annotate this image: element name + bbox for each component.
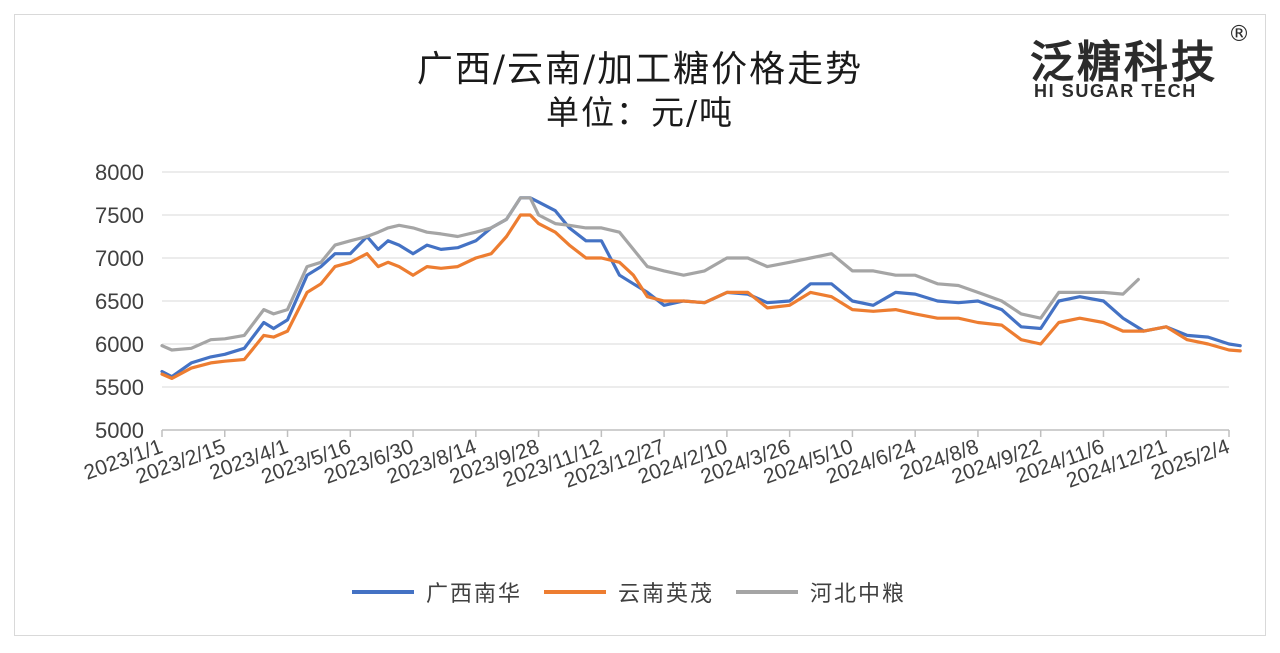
- y-tick-label: 5000: [95, 418, 144, 443]
- registered-mark-icon: ®: [1228, 22, 1250, 47]
- brand-logo: 泛糖科技 ® HI SUGAR TECH: [1030, 22, 1260, 106]
- legend-label: 广西南华: [426, 582, 523, 607]
- gridlines: [162, 171, 1229, 388]
- legend-swatch: [736, 590, 798, 594]
- y-tick-label: 7000: [95, 246, 144, 271]
- y-tick-label: 6000: [95, 332, 144, 357]
- x-axis: 2023/1/12023/2/152023/4/12023/5/162023/6…: [81, 429, 1233, 493]
- legend: 广西南华 云南英茂 河北中粮: [0, 574, 1280, 610]
- logo-chinese-text: 泛糖科技: [1030, 37, 1218, 88]
- y-tick-label: 6500: [95, 289, 144, 314]
- series-lines: [160, 196, 1242, 380]
- legend-swatch: [352, 590, 414, 594]
- chart-title: 广西/云南/加工糖价格走势: [416, 49, 864, 90]
- y-tick-label: 5500: [95, 375, 144, 400]
- chart-subtitle: 单位：元/吨: [545, 93, 735, 132]
- legend-label: 河北中粮: [810, 582, 907, 607]
- series-line-2: [160, 213, 1242, 380]
- legend-swatch: [544, 590, 606, 594]
- y-axis: 5000 5500 6000 6500 7000 7500 8000: [95, 160, 144, 443]
- legend-item-yunnan: 云南英茂: [544, 574, 714, 610]
- series-line-3: [160, 196, 1140, 352]
- logo-english-text: HI SUGAR TECH: [1034, 81, 1197, 101]
- legend-label: 云南英茂: [618, 582, 715, 607]
- y-tick-label: 8000: [95, 160, 144, 185]
- legend-item-guangxi: 广西南华: [352, 574, 522, 610]
- legend-item-hebei: 河北中粮: [736, 574, 906, 610]
- y-tick-label: 7500: [95, 203, 144, 228]
- series-line-1: [160, 196, 1242, 379]
